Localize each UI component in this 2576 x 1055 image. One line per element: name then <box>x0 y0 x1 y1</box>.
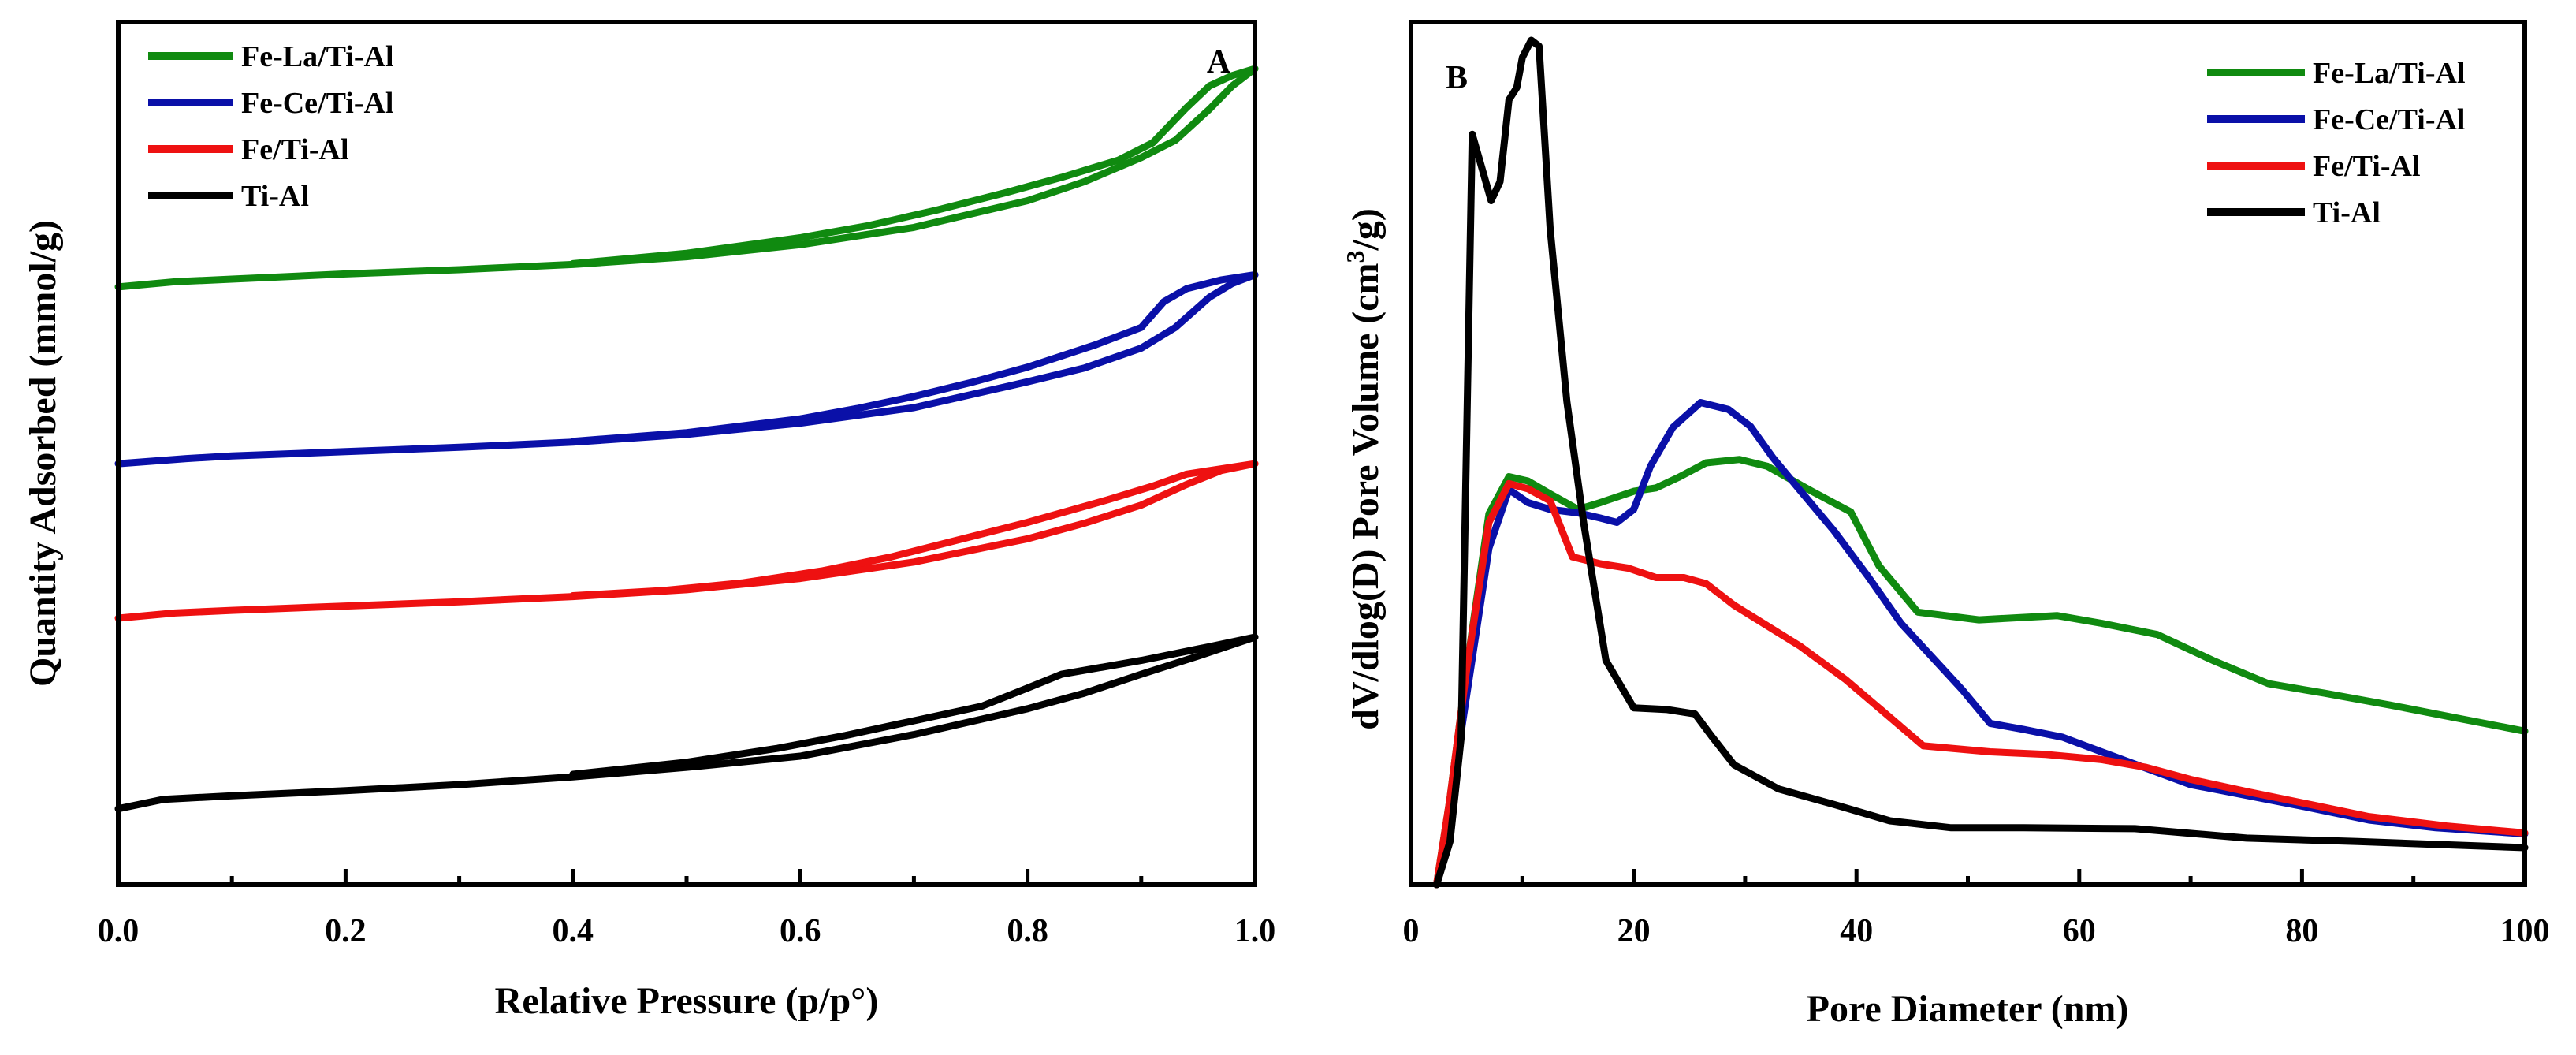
panel-b-x-tick-label: 80 <box>2285 913 2318 949</box>
panel-b-x-tick-label: 20 <box>1617 913 1651 949</box>
panel-a-series-ti-al-adsorption-line <box>114 633 1259 813</box>
panel-a-chart: 0.0 0.2 0.4 0.6 0.8 1.0 Fe-La/Ti-Al Fe-Ce/Ti-A… <box>22 20 1276 1022</box>
panel-a-x-tick-label: 0.2 <box>325 913 367 949</box>
panel-b-series-fe-la-ti-al-line <box>1433 456 2529 889</box>
panel-a-x-tick-label: 0.0 <box>98 913 140 949</box>
panel-b-y-title-superscript: 3 <box>1341 250 1369 263</box>
panel-b-series-fe-ti-al-line <box>1433 479 2529 889</box>
panel-a-legend-label-ti-al: Ti-Al <box>241 180 309 213</box>
panel-a-x-ticks: 0.0 0.2 0.4 0.6 0.8 1.0 <box>98 869 1276 949</box>
panel-b-y-title-unit: /g) <box>1345 208 1387 251</box>
panel-b-x-tick-label: 0 <box>1403 913 1420 949</box>
panel-b-x-tick-label: 60 <box>2063 913 2096 949</box>
panel-a-x-axis-title: Relative Pressure (p/p°) <box>495 980 879 1022</box>
panel-a-x-tick-label: 1.0 <box>1234 913 1276 949</box>
panel-b-y-title-main: dV/dlog(D) Pore Volume (cm <box>1345 263 1387 729</box>
panel-a-series-ti-al-desorption-line <box>569 633 1259 778</box>
panel-a-series-fe-ce-ti-al-desorption-line <box>569 271 1259 445</box>
panel-a-series-fe-la-ti-al-adsorption-line <box>114 65 1259 291</box>
panel-b-plot-lines <box>1433 36 2529 889</box>
panel-a-letter: A <box>1207 44 1231 80</box>
panel-b-y-axis-title: dV/dlog(D) Pore Volume (cm3/g) <box>1341 208 1387 730</box>
panel-b-x-ticks: 0 20 40 60 80 100 <box>1403 869 2550 949</box>
panel-b-x-tick-label: 40 <box>1840 913 1873 949</box>
panel-a-x-tick-label: 0.8 <box>1007 913 1048 949</box>
panel-a-series-fe-ce-ti-al-adsorption-line <box>114 271 1259 468</box>
panel-a-series-fe-la-ti-al-desorption-line <box>569 65 1259 267</box>
panel-b-x-axis-title: Pore Diameter (nm) <box>1807 988 2129 1030</box>
panel-a-legend: Fe-La/Ti-Al Fe-Ce/Ti-Al Fe/Ti-Al Ti-Al <box>148 40 394 213</box>
panel-a-series-fe-ti-al-adsorption-line <box>114 460 1259 622</box>
panel-b-legend-label-fe-la-ti-al: Fe-La/Ti-Al <box>2313 57 2466 90</box>
panel-a-plot-lines <box>114 65 1259 813</box>
panel-b-legend: Fe-La/Ti-Al Fe-Ce/Ti-Al Fe/Ti-Al Ti-Al <box>2207 57 2466 229</box>
panel-a-legend-label-fe-ti-al: Fe/Ti-Al <box>241 133 349 166</box>
panel-b-letter: B <box>1446 60 1468 96</box>
panel-a-y-axis-title: Quantity Adsorbed (mmol/g) <box>22 220 64 687</box>
panel-b-legend-label-fe-ti-al: Fe/Ti-Al <box>2313 150 2421 183</box>
panel-b-x-tick-label: 100 <box>2500 913 2550 949</box>
panel-a-x-tick-label: 0.4 <box>553 913 594 949</box>
panel-a-x-tick-label: 0.6 <box>780 913 821 949</box>
panel-b-chart: 0 20 40 60 80 100 Fe-La/Ti-Al Fe-Ce/Ti-Al Fe/Ti… <box>1341 20 2550 1030</box>
panel-a-series-fe-ti-al-desorption-line <box>569 460 1259 599</box>
panel-a-legend-label-fe-la-ti-al: Fe-La/Ti-Al <box>241 40 394 73</box>
panel-b-legend-label-fe-ce-ti-al: Fe-Ce/Ti-Al <box>2313 103 2465 136</box>
panel-b-series-ti-al-line <box>1433 36 2529 889</box>
panel-a-legend-label-fe-ce-ti-al: Fe-Ce/Ti-Al <box>241 87 393 120</box>
panel-b-legend-label-ti-al: Ti-Al <box>2313 196 2381 229</box>
